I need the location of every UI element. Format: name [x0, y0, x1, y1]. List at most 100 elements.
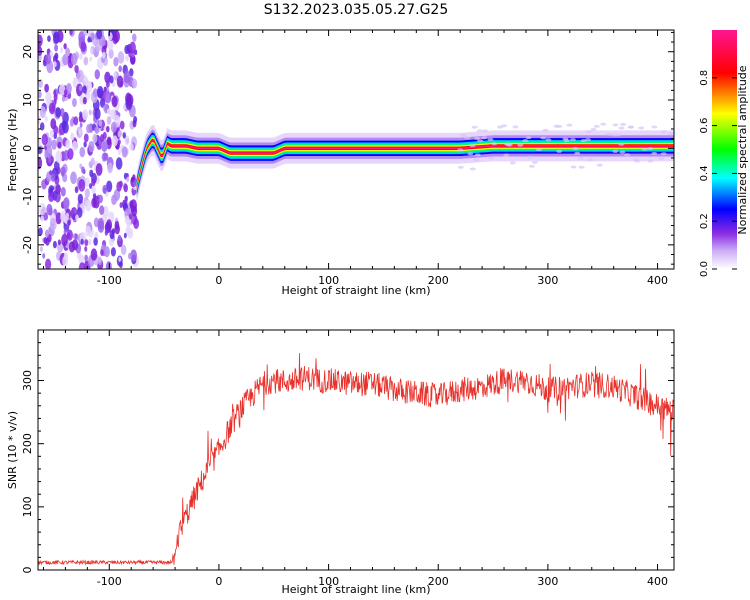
haze-blob	[596, 163, 603, 167]
noise-blob	[70, 52, 78, 66]
noise-blob	[48, 102, 56, 115]
haze-blob	[487, 138, 494, 142]
noise-blob	[78, 31, 86, 44]
noise-blob	[63, 197, 70, 210]
noise-blob	[44, 115, 48, 122]
noise-blob	[42, 253, 46, 259]
noise-blob	[58, 83, 66, 96]
haze-blob	[517, 143, 524, 147]
haze-blob	[618, 142, 625, 146]
noise-blob	[84, 254, 88, 262]
y-tick-label: 0	[21, 567, 34, 574]
noise-blob	[67, 148, 74, 160]
noise-blob	[88, 109, 92, 116]
noise-blob	[79, 163, 83, 169]
noise-blob	[82, 96, 87, 105]
noise-blob	[124, 215, 130, 225]
y-tick-label: 200	[21, 433, 34, 454]
haze-blob	[512, 125, 519, 129]
noise-blob	[49, 217, 57, 231]
x-tick-label: 300	[537, 274, 558, 287]
noise-blob	[86, 124, 92, 134]
noise-blob	[73, 208, 77, 214]
noise-blob	[38, 156, 43, 170]
noise-blob	[82, 109, 89, 121]
noise-blob	[121, 146, 128, 158]
haze-blob	[647, 147, 654, 151]
noise-blob	[61, 95, 66, 102]
x-tick-label: 400	[647, 575, 668, 588]
noise-blob	[60, 186, 66, 197]
noise-blob	[78, 114, 83, 123]
noise-blob	[79, 122, 83, 128]
noise-blob	[133, 116, 138, 124]
noise-blob	[113, 71, 117, 78]
noise-blob	[104, 71, 111, 84]
spectrogram-y-ticks: -20 -10 0 10 20	[21, 31, 674, 265]
y-tick-label: 10	[21, 93, 34, 107]
colorbar-tick-label: 0.4	[699, 165, 710, 181]
noise-blob	[91, 186, 96, 195]
noise-blob	[83, 133, 89, 143]
haze-blob	[572, 146, 579, 150]
haze-blob	[477, 139, 484, 143]
noise-blob	[62, 53, 69, 66]
noise-blob	[84, 177, 90, 188]
noise-blob	[109, 75, 114, 84]
colorbar-gradient	[712, 30, 737, 269]
haze-blob	[658, 156, 665, 160]
noise-blob	[84, 188, 90, 198]
noise-blob	[79, 111, 83, 117]
snr-x-label: Height of straight line (km)	[281, 583, 430, 596]
x-tick-label: 100	[318, 575, 339, 588]
noise-blob	[49, 187, 54, 194]
haze-blob	[647, 159, 654, 163]
noise-blob	[79, 146, 86, 158]
noise-blob	[71, 140, 78, 152]
noise-blob	[101, 51, 106, 59]
haze-blob	[563, 139, 570, 143]
spectrogram-x-label: Height of straight line (km)	[281, 284, 430, 297]
noise-blob	[129, 41, 136, 54]
noise-blob	[60, 47, 64, 54]
noise-blob	[55, 212, 62, 225]
noise-blob	[38, 115, 41, 125]
noise-blob	[61, 233, 68, 247]
x-tick-label: 400	[647, 274, 668, 287]
haze-blob	[469, 167, 476, 171]
noise-blob	[50, 118, 57, 130]
noise-blob	[89, 183, 93, 189]
noise-blob	[97, 217, 104, 230]
noise-blob	[124, 195, 128, 202]
haze-blob	[467, 152, 474, 156]
noise-blob	[102, 184, 108, 194]
noise-blob	[53, 89, 57, 96]
noise-blob	[80, 238, 84, 245]
noise-blob	[123, 70, 131, 84]
noise-blob	[121, 199, 128, 209]
haze-blob	[566, 123, 573, 127]
snr-panel: -100 0 100 200 300 400 0 100 200 300 Height of s…	[6, 329, 675, 596]
noise-blob	[97, 256, 102, 264]
noise-blob	[57, 141, 62, 149]
noise-blob	[117, 234, 122, 242]
noise-blob	[42, 206, 46, 214]
noise-blob	[48, 207, 53, 216]
noise-blob	[55, 150, 63, 163]
haze-blob	[481, 136, 488, 140]
noise-blob	[110, 121, 117, 133]
haze-blob	[556, 124, 563, 128]
noise-blob	[69, 30, 73, 36]
noise-blob	[94, 127, 98, 133]
noise-blob	[131, 205, 138, 217]
haze-blob	[528, 164, 535, 168]
noise-blob	[87, 80, 92, 88]
noise-blob	[117, 130, 122, 138]
noise-blob	[55, 184, 61, 195]
noise-blob	[98, 119, 103, 127]
noise-blob	[108, 48, 114, 59]
noise-blob	[110, 109, 116, 120]
noise-blob	[104, 229, 108, 236]
noise-blob	[41, 133, 48, 146]
y-tick-label: -10	[21, 188, 34, 206]
